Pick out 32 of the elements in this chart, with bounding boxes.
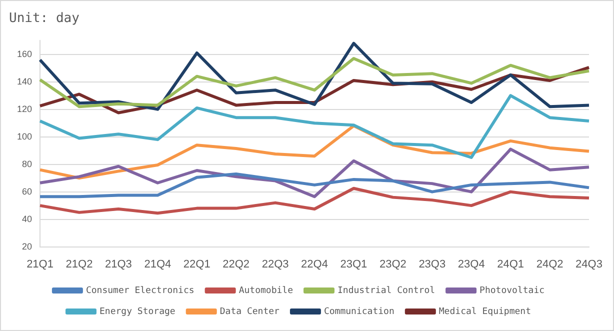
x-tick-label: 21Q1 (26, 258, 54, 270)
x-tick-label: 22Q3 (262, 258, 289, 270)
legend-label: Automobile (238, 286, 294, 296)
y-tick-label: 80 (22, 158, 32, 169)
x-tick-label: 23Q3 (418, 258, 446, 270)
legend-label: Industrial Control (338, 286, 436, 296)
legend-label: Communication (324, 306, 394, 317)
x-tick-label: 22Q4 (301, 258, 328, 270)
x-tick-label: 21Q4 (144, 258, 172, 270)
x-tick-label: 23Q1 (340, 258, 368, 270)
x-tick-label: 22Q2 (222, 258, 250, 270)
legend-label: Photovoltaic (480, 286, 545, 296)
y-tick-label: 160 (16, 48, 32, 59)
y-tick-label: 60 (22, 186, 32, 196)
x-tick-label: 21Q2 (66, 258, 93, 270)
legend-label: Data Center (220, 306, 280, 317)
y-tick-label: 20 (22, 241, 32, 252)
x-tick-label: 23Q2 (379, 258, 406, 270)
x-tick-label: 21Q3 (104, 258, 132, 270)
x-tick-label: 24Q2 (536, 258, 564, 270)
legend-label: Energy Storage (99, 306, 176, 317)
x-tick-label: 22Q1 (183, 258, 210, 270)
y-tick-label: 120 (16, 104, 32, 114)
legend-label: Consumer Electronics (86, 286, 194, 296)
x-tick-label: 23Q4 (458, 258, 485, 270)
y-tick-label: 100 (16, 131, 32, 142)
y-tick-label: 140 (16, 76, 32, 86)
y-tick-label: 40 (22, 214, 32, 224)
x-tick-label: 24Q1 (497, 258, 524, 270)
chart-title: Unit: day (9, 11, 80, 26)
x-tick-label: 24Q3 (576, 258, 602, 270)
legend-label: Medical Equipment (438, 306, 532, 317)
